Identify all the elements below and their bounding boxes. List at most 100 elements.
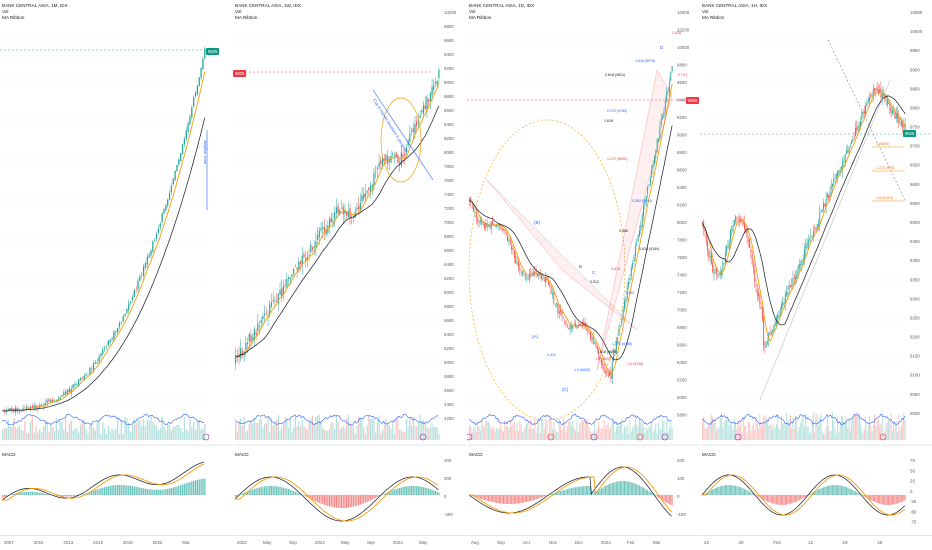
macd-histogram-bar xyxy=(371,495,373,500)
macd-histogram-bar xyxy=(633,483,635,495)
macd-histogram-bar xyxy=(404,486,406,495)
candle-body xyxy=(847,149,849,152)
candle-body xyxy=(424,105,426,110)
price-chart[interactable]: Jellyfish chart xyxy=(0,0,232,550)
price-chart[interactable]: 1005010000995099009850980097509700965096… xyxy=(700,0,932,550)
price-chart[interactable]: 1040010200100009800960094009200900088008… xyxy=(467,0,699,550)
volume-bar xyxy=(270,418,273,440)
candle-body xyxy=(787,292,789,295)
fib-label: 1.618 xyxy=(672,31,681,35)
symbol-title[interactable]: BANK CENTRAL ASIA, 1W, IDX xyxy=(235,3,301,8)
macd-histogram-bar xyxy=(736,486,738,495)
volume-bar xyxy=(3,427,6,440)
macd-histogram-bar xyxy=(315,495,317,502)
candle-body xyxy=(135,289,137,290)
macd-histogram-bar xyxy=(727,485,729,495)
volume-bar xyxy=(52,426,54,440)
volume-bar xyxy=(489,424,491,440)
volume-indicator-label[interactable]: Vol xyxy=(702,9,709,15)
fib-label: 0.412 xyxy=(547,353,556,357)
macd-histogram-bar xyxy=(846,487,847,495)
candle-body xyxy=(818,223,819,227)
ma-ribbon-label[interactable]: MA Ribbon xyxy=(702,15,725,21)
time-axis[interactable]: 2022 May Sep 2023 May Sep 2024 May xyxy=(233,535,466,550)
volume-bar xyxy=(486,420,488,440)
macd-histogram-bar xyxy=(39,492,41,495)
macd-histogram-bar xyxy=(576,486,578,495)
candle-body xyxy=(825,199,827,209)
volume-bar xyxy=(380,433,382,440)
volume-bar xyxy=(520,424,522,440)
candle-body xyxy=(68,388,71,393)
symbol-title[interactable]: BANK CENTRAL ASIA, 1M, IDX xyxy=(2,3,68,8)
candle-body xyxy=(264,313,266,316)
time-axis[interactable]: 22 29 Feb 12 19 26 xyxy=(700,535,932,550)
candle-body xyxy=(395,152,397,158)
candle-body xyxy=(730,230,731,242)
candle-body xyxy=(402,154,404,158)
time-axis-label: 2019 xyxy=(122,540,133,545)
ma-ribbon-label[interactable]: MA Ribbon xyxy=(2,15,25,21)
volume-bar xyxy=(796,419,798,440)
price-tick-label: 6800 xyxy=(444,234,454,239)
volume-bar xyxy=(809,433,810,440)
candle-body xyxy=(742,221,744,224)
chart-panel-weekly[interactable]: BANK CENTRAL ASIA, 1W, IDX Vol MA Ribbon… xyxy=(233,0,466,550)
volume-bar xyxy=(501,430,503,440)
chart-panel-monthly[interactable]: BANK CENTRAL ASIA, 1M, IDX Vol MA Ribbon… xyxy=(0,0,232,550)
chart-panel-hourly[interactable]: BANK CENTRAL ASIA, 1H, IDX Vol MA Ribbon… xyxy=(700,0,932,550)
volume-bar xyxy=(311,415,314,440)
price-chart[interactable]: 1020098009600940092009000880086008400820… xyxy=(233,0,466,550)
candle-body xyxy=(113,331,115,340)
macd-histogram-bar xyxy=(83,493,85,495)
volume-bar xyxy=(904,419,906,440)
chart-panel-daily[interactable]: BANK CENTRAL ASIA, 1D, IDX Vol MA Ribbon… xyxy=(467,0,699,550)
time-axis-label: 2022 xyxy=(152,540,163,545)
time-axis[interactable]: Aug Sep Oct Nov Dec 2024 Feb Mar xyxy=(467,535,699,550)
candle-body xyxy=(839,169,841,173)
macd-histogram-bar xyxy=(767,495,768,502)
macd-histogram-bar xyxy=(291,490,293,495)
time-axis[interactable]: 2007 2010 2013 2016 2019 2022 Mar xyxy=(0,535,232,550)
candle-body xyxy=(900,121,902,126)
volume-bar xyxy=(870,424,872,440)
symbol-title[interactable]: BANK CENTRAL ASIA, 1D, IDX xyxy=(469,3,535,8)
volume-bar xyxy=(648,426,650,440)
macd-histogram-bar xyxy=(334,495,336,508)
volume-indicator-label[interactable]: Vol xyxy=(235,9,242,15)
volume-bar xyxy=(668,427,670,440)
volume-bar xyxy=(131,424,134,440)
ma-ribbon-label[interactable]: MA Ribbon xyxy=(469,15,492,21)
volume-bar xyxy=(800,423,802,440)
macd-histogram-bar xyxy=(751,493,753,495)
macd-histogram-bar xyxy=(426,488,428,495)
candle-body xyxy=(784,293,786,305)
price-tick-label: 9000 xyxy=(444,80,454,85)
volume-bar xyxy=(185,428,187,440)
volume-bar xyxy=(585,420,587,440)
volume-bar xyxy=(708,422,710,440)
macd-histogram-bar xyxy=(838,485,840,495)
candle-body xyxy=(747,240,749,242)
candle-body xyxy=(260,320,262,324)
macd-histogram-bar xyxy=(65,495,67,497)
symbol-title[interactable]: BANK CENTRAL ASIA, 1H, IDX xyxy=(702,3,768,8)
candle-body xyxy=(178,159,180,165)
candle-body xyxy=(767,341,768,344)
candle-body xyxy=(804,249,805,262)
volume-bar xyxy=(624,426,625,440)
candle-body xyxy=(717,274,719,275)
volume-indicator-label[interactable]: Vol xyxy=(2,9,9,15)
wave-label: (C) xyxy=(562,387,569,392)
volume-bar xyxy=(834,428,836,440)
macd-histogram-bar xyxy=(704,493,706,495)
macd-histogram-bar xyxy=(511,495,513,504)
candle-body xyxy=(434,81,437,84)
ma-ribbon-label[interactable]: MA Ribbon xyxy=(235,15,258,21)
volume-bar xyxy=(741,431,743,440)
price-tick-label: 9550 xyxy=(910,201,920,206)
volume-indicator-label[interactable]: Vol xyxy=(469,9,476,15)
volume-bar xyxy=(422,419,425,440)
candle-body xyxy=(235,355,237,364)
volume-bar xyxy=(287,428,290,440)
